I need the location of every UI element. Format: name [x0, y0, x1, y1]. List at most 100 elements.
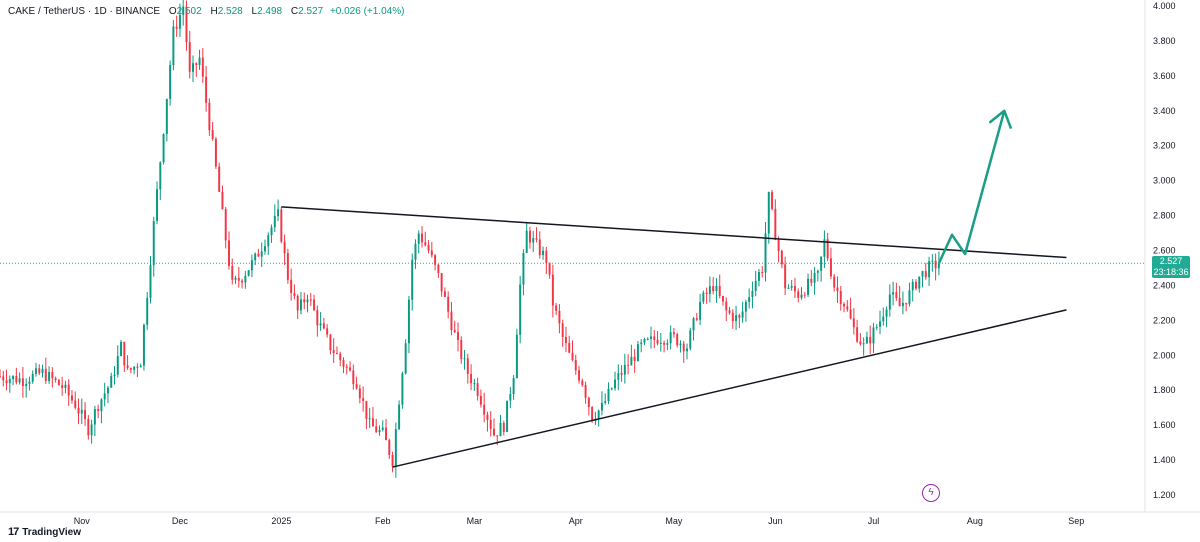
price-tick-label: 3.400	[1153, 106, 1176, 116]
candle-body	[793, 286, 796, 292]
candle-body	[636, 344, 639, 361]
time-tick-label: May	[665, 516, 683, 526]
tradingview-brand[interactable]: 17 TradingView	[8, 526, 81, 538]
candle-body	[221, 191, 224, 210]
candle-body	[25, 383, 28, 387]
candle-body	[2, 376, 5, 381]
candle-body	[617, 373, 620, 380]
candle-body	[35, 368, 37, 374]
candle-body	[358, 388, 361, 399]
candle-body	[699, 301, 702, 320]
candle-body	[937, 263, 940, 269]
candle-body	[767, 192, 770, 234]
candle-body	[41, 368, 44, 374]
candle-body	[532, 238, 535, 243]
candle-body	[195, 63, 198, 66]
candle-body	[401, 373, 404, 405]
candle-body	[708, 286, 711, 295]
candle-body	[715, 285, 718, 292]
candle-body	[502, 422, 505, 432]
candle-body	[895, 292, 898, 299]
time-tick-label: Jun	[768, 516, 783, 526]
candle-body	[231, 265, 234, 280]
candle-body	[800, 294, 803, 298]
price-tick-label: 1.600	[1153, 420, 1176, 430]
candle-body	[313, 299, 316, 311]
candle-body	[787, 287, 790, 289]
candle-body	[116, 355, 119, 375]
candle-body	[237, 277, 240, 281]
candle-body	[211, 130, 214, 139]
candle-body	[61, 385, 64, 388]
candle-body	[139, 365, 142, 368]
candle-body	[489, 419, 492, 429]
candle-body	[273, 215, 276, 228]
candle-body	[790, 286, 793, 288]
time-tick-label: Sep	[1068, 516, 1084, 526]
candle-body	[640, 342, 643, 345]
candle-body	[774, 208, 777, 240]
candle-body	[254, 253, 257, 261]
candle-body	[928, 261, 931, 278]
candle-body	[152, 220, 155, 266]
candle-body	[630, 356, 633, 366]
symbol-label[interactable]: CAKE / TetherUS · 1D · BINANCE	[8, 6, 161, 17]
candle-body	[875, 326, 878, 328]
candle-body	[735, 315, 738, 322]
flash-icon[interactable]: ϟ	[922, 484, 940, 502]
candle-body	[486, 414, 489, 420]
candle-body	[371, 418, 374, 427]
candle-body	[463, 358, 466, 360]
candle-body	[519, 284, 522, 335]
candle-body	[460, 340, 463, 360]
candle-body	[888, 294, 891, 310]
candle-body	[398, 404, 401, 430]
candle-body	[309, 299, 312, 301]
candle-body	[15, 376, 18, 383]
price-tick-label: 2.800	[1153, 211, 1176, 221]
candle-body	[355, 384, 358, 389]
candle-body	[87, 419, 90, 436]
candle-body	[368, 418, 371, 420]
candle-body	[12, 376, 15, 379]
candle-body	[182, 6, 185, 15]
time-tick-label: 2025	[271, 516, 291, 526]
high-label: H	[210, 6, 218, 17]
candle-body	[669, 332, 672, 344]
candle-body	[303, 299, 306, 303]
candle-body	[178, 14, 181, 29]
candle-body	[70, 395, 73, 401]
price-tick-label: 4.000	[1153, 1, 1176, 11]
candle-body	[515, 334, 518, 379]
candle-body	[175, 26, 178, 29]
candle-body	[823, 239, 826, 257]
candle-body	[185, 6, 188, 43]
candle-body	[633, 356, 636, 361]
candle-body	[335, 353, 338, 355]
candle-body	[584, 385, 587, 398]
candle-body	[247, 270, 250, 276]
candle-body	[744, 301, 747, 312]
arrow-head	[989, 109, 1012, 129]
candle-body	[208, 102, 211, 131]
candle-body	[283, 241, 286, 254]
candle-body	[797, 291, 800, 298]
candle-body	[466, 358, 469, 374]
candle-body	[705, 292, 708, 295]
candle-body	[349, 367, 352, 371]
candle-body	[385, 427, 388, 441]
candle-body	[293, 293, 296, 296]
candle-body	[97, 409, 100, 412]
change-value: +0.026 (+1.04%)	[329, 6, 405, 17]
candle-body	[8, 378, 11, 384]
candle-body	[156, 189, 159, 221]
brand-name: TradingView	[22, 526, 81, 538]
candle-body	[712, 286, 715, 292]
candle-body	[623, 364, 626, 375]
candle-body	[522, 252, 525, 285]
candle-body	[535, 238, 538, 240]
candle-body	[591, 407, 594, 421]
candle-body	[587, 397, 590, 408]
price-tick-label: 3.600	[1153, 71, 1176, 81]
